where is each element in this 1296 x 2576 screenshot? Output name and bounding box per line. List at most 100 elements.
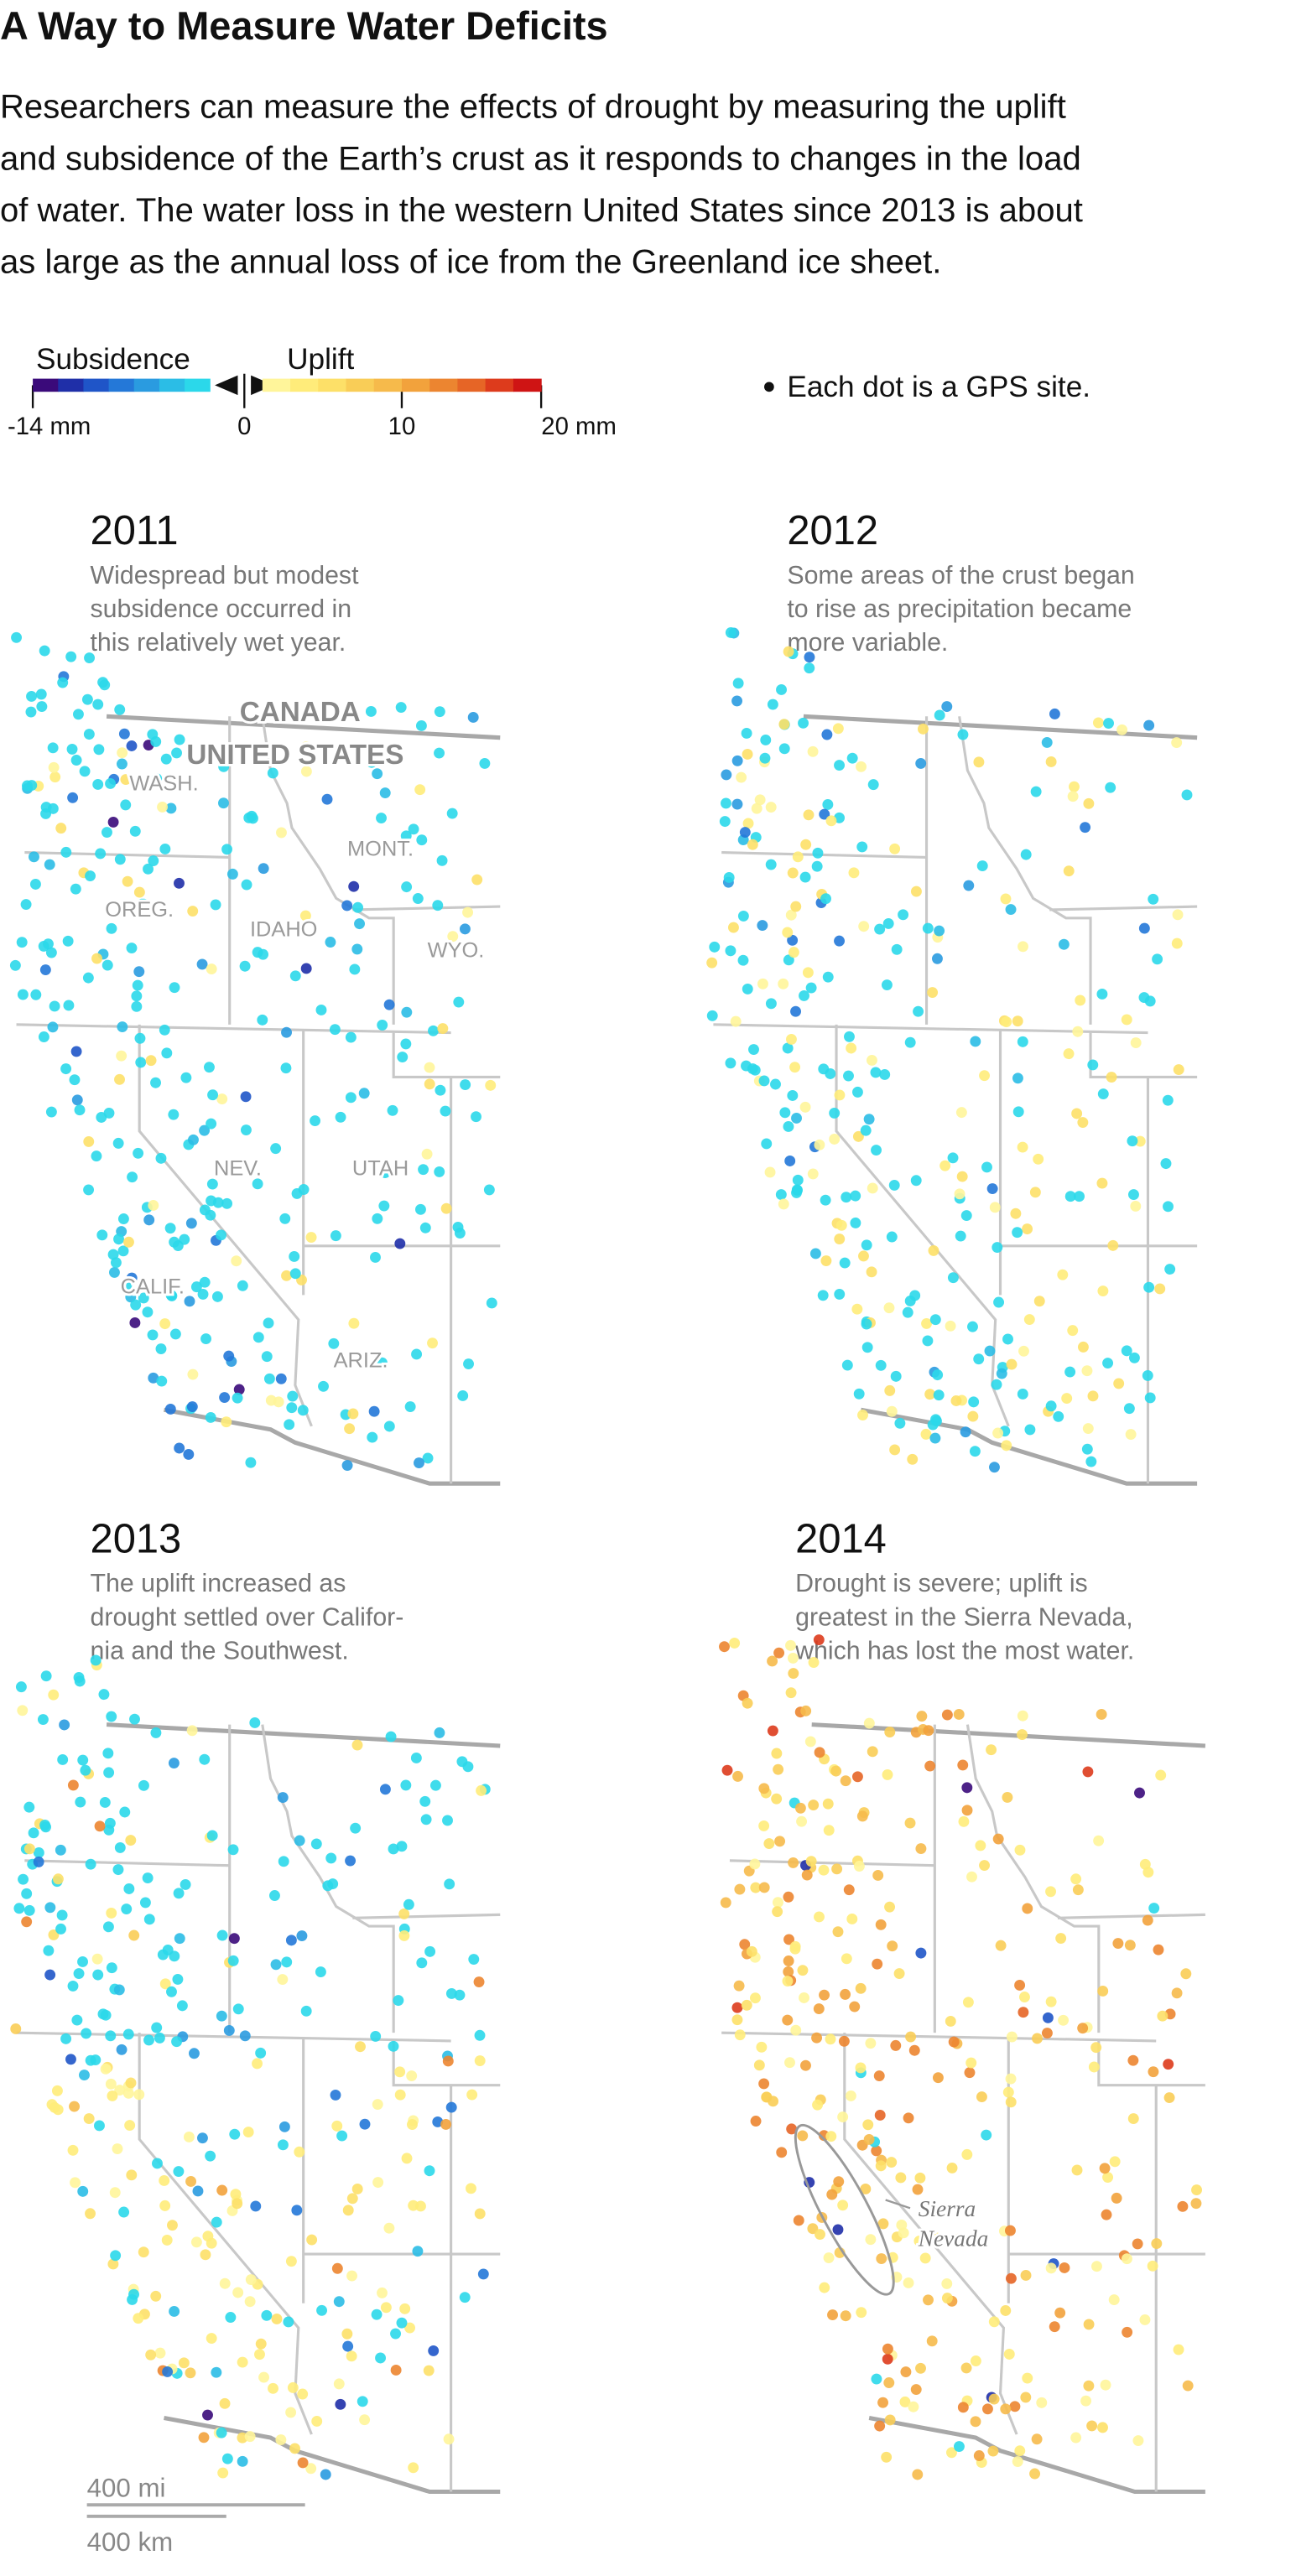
gps-dot <box>184 1296 195 1307</box>
gps-dot <box>237 1280 248 1291</box>
gps-dot <box>941 2277 953 2289</box>
gps-dot <box>799 989 809 1001</box>
gps-dot <box>91 1953 103 1965</box>
gps-dot <box>1121 1014 1132 1026</box>
gps-dot <box>891 943 903 955</box>
gps-dot <box>725 1057 736 1069</box>
gps-dot <box>33 1847 44 1858</box>
gps-dot <box>928 1244 939 1256</box>
gps-dot <box>829 1107 841 1119</box>
gps-dot <box>148 1372 159 1384</box>
gps-dot <box>221 2453 233 2464</box>
gps-dot <box>1053 1410 1064 1422</box>
gps-dot <box>261 1351 273 1363</box>
gps-dot <box>352 901 364 913</box>
legend-swatch <box>83 378 110 392</box>
gps-dot <box>221 1197 233 1209</box>
gps-dot <box>922 922 934 934</box>
gps-dot <box>786 1033 797 1045</box>
gps-dot <box>183 1448 195 1460</box>
gps-dot <box>48 1689 60 1701</box>
gps-dot <box>1067 1325 1079 1337</box>
gps-dot <box>120 774 132 786</box>
gps-dot <box>790 901 802 912</box>
legend-swatch <box>429 378 459 392</box>
gps-dot <box>359 2118 371 2130</box>
legend-swatch <box>373 378 403 392</box>
map-panel: 2012 Some areas of the crust began to rise… <box>706 508 1197 1483</box>
gps-dot <box>255 2047 267 2059</box>
gps-dot <box>278 1856 289 1867</box>
gps-dot <box>976 2091 987 2103</box>
gps-dot <box>757 978 768 989</box>
gps-dot <box>1018 1345 1029 1357</box>
gps-dot <box>775 1189 787 1201</box>
gps-dot <box>283 2316 294 2328</box>
gps-dot <box>101 827 112 838</box>
gps-dot <box>939 1160 951 1171</box>
gps-dot <box>206 1118 217 1130</box>
gps-dot <box>787 1652 799 1664</box>
gps-dot <box>379 1784 391 1795</box>
gps-dot <box>794 1802 806 1814</box>
gps-dot <box>1082 1423 1094 1434</box>
gps-dot <box>1045 2262 1057 2274</box>
gps-dot <box>80 1764 91 1776</box>
gps-dot <box>1001 1440 1012 1452</box>
gps-dot <box>793 2215 804 2226</box>
gps-dot <box>105 2030 117 2042</box>
gps-dot <box>331 2120 343 2132</box>
gps-dot <box>1002 1791 1013 1803</box>
map-panel: 2014 Drought is severe; uplift is greatest… <box>719 1516 1205 2491</box>
gps-dot <box>168 1109 180 1120</box>
gps-dot <box>789 1943 801 1955</box>
gps-dot <box>1144 995 1156 1007</box>
gps-dot <box>1148 1903 1160 1914</box>
gps-dot <box>924 1760 936 1772</box>
gps-dot <box>1022 1223 1033 1235</box>
gps-dot <box>767 1655 778 1667</box>
gps-dot <box>982 2403 993 2415</box>
gps-dot <box>23 1801 35 1813</box>
gps-dot <box>809 1248 821 1259</box>
gps-dot <box>858 1250 869 1262</box>
gps-dot <box>1154 1283 1166 1295</box>
gps-dot <box>882 2353 893 2365</box>
gps-dot <box>846 1914 858 1924</box>
panel-description: Drought is severe; uplift is <box>795 1570 1088 1597</box>
gps-dot <box>47 1021 59 1033</box>
gps-dot <box>237 2356 248 2368</box>
gps-dot <box>887 1940 898 1952</box>
gps-dot <box>1083 2380 1095 2392</box>
gps-dot <box>931 2232 943 2244</box>
gps-dot <box>411 1348 423 1360</box>
gps-dot <box>143 1914 155 1925</box>
gps-dot <box>173 2166 185 2177</box>
gps-dot <box>199 1276 211 1288</box>
gps-dot <box>263 1373 275 1384</box>
gps-dot <box>387 1104 398 1116</box>
legend-swatch <box>401 378 430 392</box>
gps-dot <box>43 1945 55 1956</box>
gps-dot <box>881 979 893 990</box>
gps-dot <box>792 851 804 863</box>
gps-dot <box>709 941 721 953</box>
gps-dot <box>211 2216 222 2228</box>
gps-dot <box>180 1878 191 1890</box>
gps-dot <box>176 2000 188 2012</box>
gps-dot <box>284 1419 295 1431</box>
gps-dot <box>44 1969 56 1981</box>
gps-dot <box>462 906 474 918</box>
gps-dot <box>1045 1996 1057 2007</box>
gps-dot <box>49 1000 60 1012</box>
gps-dot <box>736 771 747 783</box>
gps-dot <box>1075 995 1086 1006</box>
gps-dot <box>226 868 238 880</box>
gps-dot <box>91 1150 102 1162</box>
gps-dot <box>841 1359 853 1371</box>
gps-dot <box>97 2008 109 2020</box>
gps-dot <box>310 1115 320 1127</box>
gps-dot <box>216 1929 228 1941</box>
gps-dot <box>734 1883 746 1895</box>
gps-dot <box>483 1184 495 1196</box>
